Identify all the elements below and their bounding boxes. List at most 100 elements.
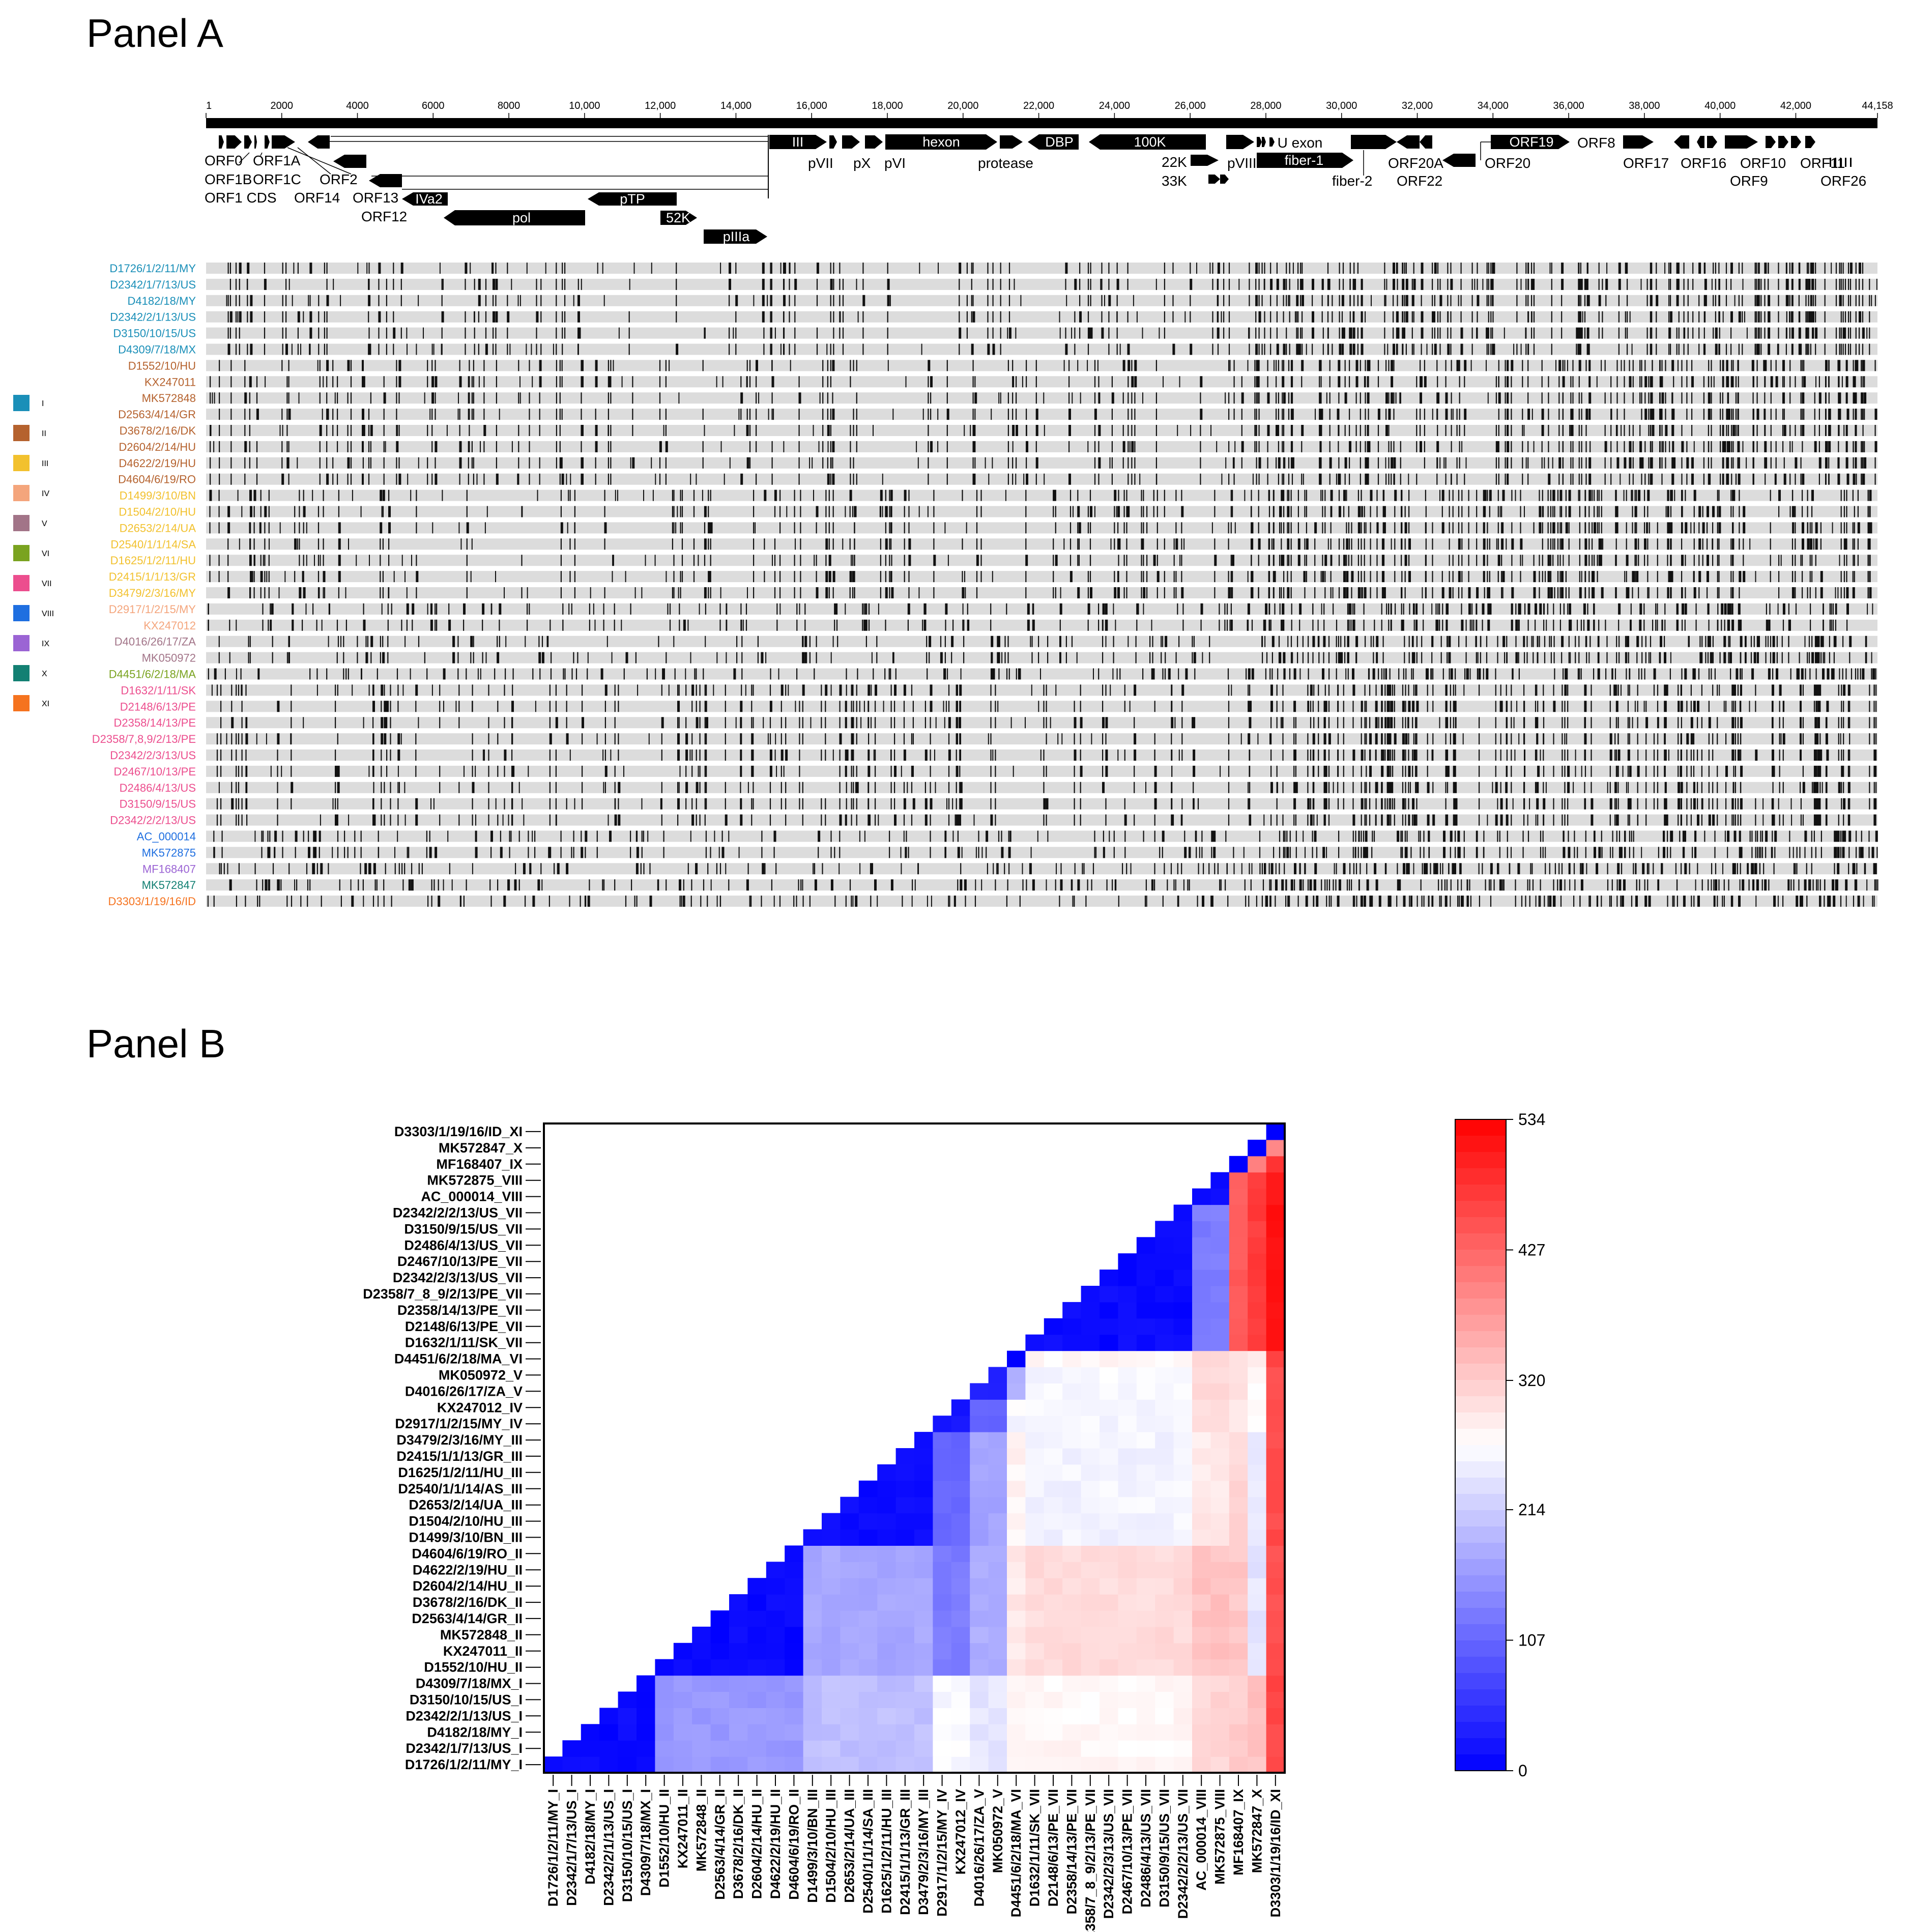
heatmap-cell [933,1545,952,1562]
gene-arrow [588,192,677,206]
heatmap-cell [803,1691,822,1708]
heatmap-cell [692,1642,711,1660]
heatmap-cell [1118,1708,1137,1724]
heatmap-cell [1266,1270,1285,1286]
sequence-name: D2342/1/7/13/US [110,278,196,291]
gene-arrow [265,135,270,149]
sequence-track-bg [206,814,1877,826]
gene-arrow [1725,135,1758,149]
gene-name-label: ORF1A [253,153,301,168]
heatmap-cell [1062,1367,1082,1383]
heatmap-cell [1192,1545,1211,1562]
sequence-track-bg [206,425,1877,436]
heatmap-cell [1192,1432,1211,1449]
axis-tick-label: 30,000 [1326,100,1357,111]
heatmap-cell [1007,1594,1026,1611]
heatmap-cell [1100,1675,1118,1692]
legend-swatch [13,635,30,651]
heatmap-cell [1173,1334,1193,1351]
heatmap-cell [1248,1172,1267,1189]
sequence-track-bg [206,733,1877,745]
heatmap-cell [858,1480,878,1497]
colorbar-step [1455,1315,1506,1332]
heatmap-row-label: D1726/1/2/11/MY_I [405,1757,523,1772]
heatmap-cell [1155,1740,1174,1757]
gene-arrow [308,135,330,149]
heatmap-cell [1229,1188,1248,1205]
heatmap-cell [1173,1416,1193,1432]
heatmap-cell [1081,1448,1100,1465]
sequence-name: D4451/6/2/18/MA [109,668,196,681]
heatmap-cell [951,1529,970,1546]
sequence-track-bg [206,376,1877,388]
heatmap-col-label: D1504/2/10/HU_III [823,1789,839,1903]
heatmap-cell [1210,1286,1230,1303]
heatmap-cell [1118,1513,1137,1530]
heatmap-cell [692,1756,711,1773]
heatmap-cell [1136,1334,1155,1351]
heatmap-cell [766,1756,785,1773]
heatmap-row-label: D2917/1/2/15/MY_IV [395,1416,523,1431]
gene-name-label: pVIII [1227,155,1257,171]
sequence-name: MK572848 [142,392,196,405]
distance-heatmap [544,1123,1285,1773]
heatmap-cell [1210,1691,1230,1708]
heatmap-cell [747,1594,767,1611]
gene-arrow [402,192,448,206]
small-orf-mark [1845,158,1846,167]
heatmap-cell [951,1416,970,1432]
gene-name-label: 22K [1162,154,1187,170]
heatmap-cell [747,1708,767,1724]
heatmap-cell [822,1545,841,1562]
heatmap-cell [822,1626,841,1643]
heatmap-cell [1081,1464,1100,1481]
gene-name-label: ORF1B [205,171,252,187]
heatmap-cell [914,1642,933,1660]
heatmap-cell [1210,1708,1230,1724]
variant-marks [219,863,1877,875]
heatmap-cell [1136,1626,1155,1643]
heatmap-cell [1118,1253,1137,1270]
heatmap-cell [970,1642,989,1660]
heatmap-cell [840,1610,859,1627]
gene-arrow [1257,137,1262,147]
variant-marks [216,733,1877,745]
heatmap-cell [1173,1529,1193,1546]
heatmap-cell [1081,1562,1100,1578]
heatmap-col-label: D2604/2/14/HU_II [749,1789,765,1899]
colorbar-step [1455,1217,1506,1234]
heatmap-cell [1136,1642,1155,1660]
heatmap-cell [895,1529,915,1546]
heatmap-cell [766,1708,785,1724]
sequence-track-bg [206,798,1877,810]
heatmap-cell [1155,1562,1174,1578]
axis-tick-label: 36,000 [1553,100,1584,111]
heatmap-cell [914,1448,933,1465]
heatmap-cell [1118,1416,1137,1432]
gene-arrow [885,134,997,150]
heatmap-cell [1229,1286,1248,1303]
heatmap-col-label: D2148/6/13/PE_VII [1046,1789,1061,1907]
heatmap-cell [729,1675,748,1692]
heatmap-cell [729,1691,748,1708]
heatmap-cell [877,1496,897,1514]
gene-arrow [226,135,242,149]
gene-arrow [444,210,585,225]
heatmap-cell [1248,1675,1267,1692]
heatmap-cell [1081,1399,1100,1416]
heatmap-cell [1081,1659,1100,1676]
heatmap-cell [692,1675,711,1692]
heatmap-row-label: D2563/4/14/GR_II [412,1611,523,1626]
heatmap-cell [1266,1448,1285,1465]
gene-arrow [1351,135,1397,149]
heatmap-cell [1007,1675,1026,1692]
heatmap-cell [1210,1642,1230,1660]
heatmap-cell [970,1708,989,1724]
heatmap-cell [1044,1545,1063,1562]
heatmap-cell [1192,1383,1211,1400]
heatmap-cell [1229,1529,1248,1546]
heatmap-cell [1025,1448,1045,1465]
heatmap-col-label: D1632/1/11/SK_VII [1027,1789,1043,1907]
heatmap-cell [1044,1464,1063,1481]
heatmap-cell [1266,1416,1285,1432]
